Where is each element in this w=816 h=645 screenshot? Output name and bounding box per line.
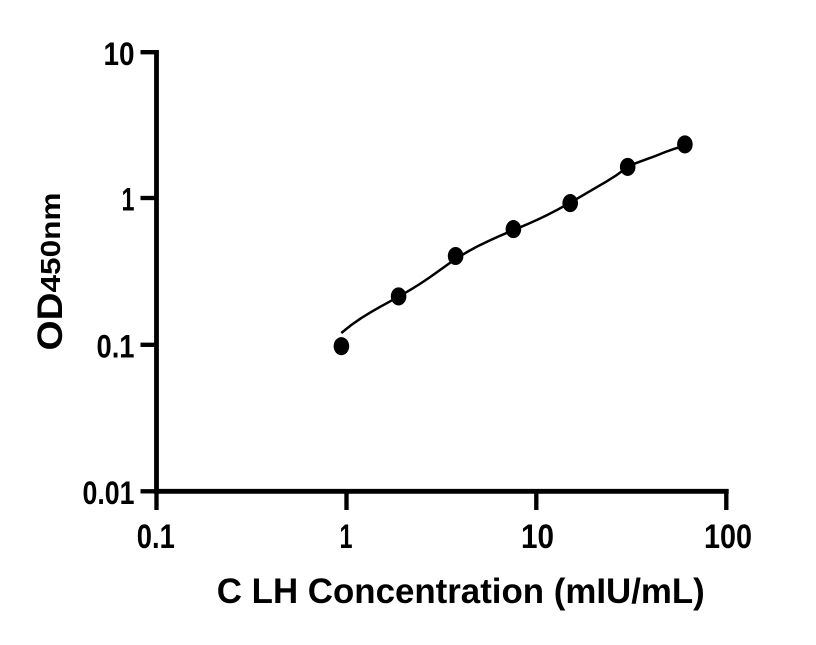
svg-text:1: 1 bbox=[340, 518, 353, 556]
svg-text:1: 1 bbox=[122, 182, 135, 218]
svg-text:0.1: 0.1 bbox=[97, 329, 135, 365]
svg-text:10: 10 bbox=[521, 518, 554, 556]
svg-text:0.1: 0.1 bbox=[137, 518, 175, 556]
svg-text:100: 100 bbox=[704, 518, 752, 556]
svg-text:0.01: 0.01 bbox=[83, 475, 135, 511]
svg-text:10: 10 bbox=[104, 36, 135, 72]
svg-text:C LH Concentration (mIU/mL): C LH Concentration (mIU/mL) bbox=[217, 572, 705, 611]
svg-text:OD450nm: OD450nm bbox=[31, 193, 70, 351]
